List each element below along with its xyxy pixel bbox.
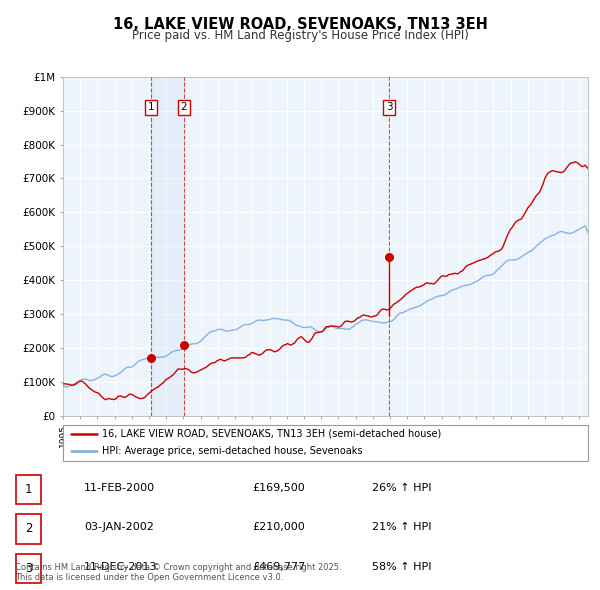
Text: 21% ↑ HPI: 21% ↑ HPI [372,522,431,532]
Text: Contains HM Land Registry data © Crown copyright and database right 2025.
This d: Contains HM Land Registry data © Crown c… [15,563,341,582]
Text: 3: 3 [25,562,32,575]
Text: £210,000: £210,000 [252,522,305,532]
Text: £469,777: £469,777 [252,562,305,572]
Text: 16, LAKE VIEW ROAD, SEVENOAKS, TN13 3EH (semi-detached house): 16, LAKE VIEW ROAD, SEVENOAKS, TN13 3EH … [103,429,442,439]
Text: 11-FEB-2000: 11-FEB-2000 [84,483,155,493]
Text: 16, LAKE VIEW ROAD, SEVENOAKS, TN13 3EH: 16, LAKE VIEW ROAD, SEVENOAKS, TN13 3EH [113,17,487,31]
Text: £169,500: £169,500 [252,483,305,493]
Text: 11-DEC-2013: 11-DEC-2013 [84,562,157,572]
Text: HPI: Average price, semi-detached house, Sevenoaks: HPI: Average price, semi-detached house,… [103,446,363,456]
Text: 1: 1 [25,483,32,496]
Point [146,354,156,363]
Bar [151,77,184,416]
Text: 1: 1 [148,102,154,112]
Text: Price paid vs. HM Land Registry's House Price Index (HPI): Price paid vs. HM Land Registry's House … [131,30,469,42]
Text: 2: 2 [25,522,32,536]
Point [179,340,188,349]
Point [384,252,394,261]
Text: 26% ↑ HPI: 26% ↑ HPI [372,483,431,493]
Text: 3: 3 [386,102,392,112]
Text: 2: 2 [181,102,187,112]
Text: 03-JAN-2002: 03-JAN-2002 [84,522,154,532]
Text: 58% ↑ HPI: 58% ↑ HPI [372,562,431,572]
